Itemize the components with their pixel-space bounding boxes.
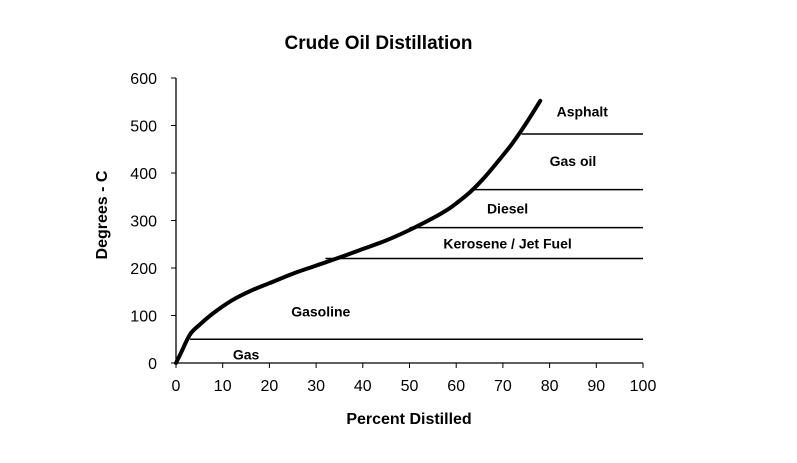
y-tick-label: 600 — [130, 71, 157, 88]
x-tick-label: 60 — [447, 378, 465, 395]
y-tick-label: 0 — [148, 356, 157, 373]
x-axis-label: Percent Distilled — [346, 411, 471, 428]
band-label: Diesel — [487, 201, 528, 217]
x-tick-label: 0 — [172, 378, 181, 395]
band-label: Gasoline — [291, 304, 350, 320]
x-tick-label: 10 — [214, 378, 232, 395]
y-tick-label: 400 — [130, 166, 157, 183]
band-label: Kerosene / Jet Fuel — [443, 235, 571, 251]
y-tick-label: 500 — [130, 119, 157, 136]
distillation-curve — [174, 98, 543, 365]
x-tick-label: 90 — [587, 378, 605, 395]
y-tick-label: 300 — [130, 214, 157, 231]
x-tick-label: 50 — [401, 378, 419, 395]
y-tick-label: 200 — [130, 261, 157, 278]
band-label: Gas — [233, 346, 260, 362]
y-axis-label: Degrees - C — [94, 170, 111, 259]
y-tick-label: 100 — [130, 309, 157, 326]
x-tick-label: 70 — [494, 378, 512, 395]
chart-title: Crude Oil Distillation — [284, 33, 473, 54]
band-label: Asphalt — [557, 103, 609, 119]
x-tick-label: 40 — [354, 378, 372, 395]
x-tick-label: 100 — [630, 378, 657, 395]
x-tick-label: 30 — [307, 378, 325, 395]
x-tick-label: 20 — [261, 378, 279, 395]
x-tick-label: 80 — [541, 378, 559, 395]
band-label: Gas oil — [550, 153, 597, 169]
